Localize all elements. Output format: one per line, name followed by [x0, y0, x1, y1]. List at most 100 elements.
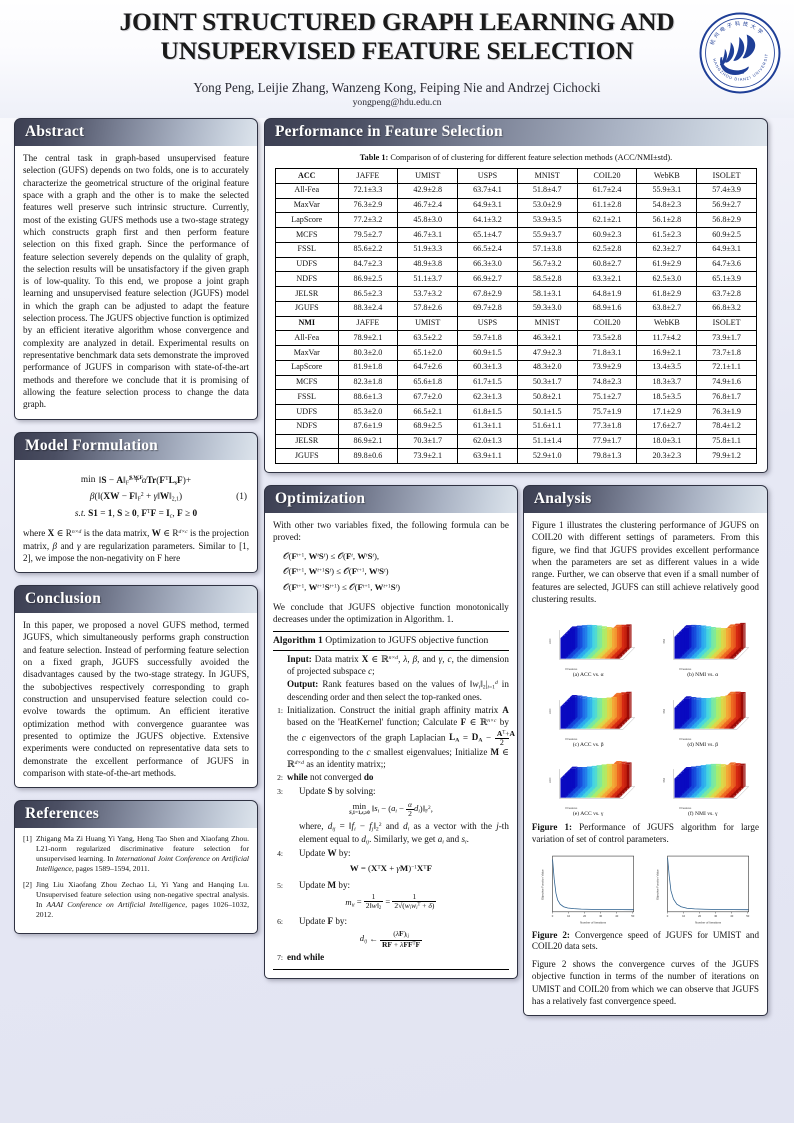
chart-z-axis-label: ACC [549, 639, 552, 645]
figure1-3d-bar-chart: # Features ACC [549, 691, 635, 741]
table-cell: 78.9±2.1 [337, 330, 399, 347]
bar-side-face [609, 697, 612, 720]
bar-top-face [682, 698, 690, 701]
figure1-3d-bar-chart: # Features NMI [663, 623, 750, 671]
abstract-block: Abstract The central task in graph-based… [14, 118, 258, 420]
bar-side-face [721, 630, 725, 652]
reference-text: Zhigang Ma Zi Huang Yi Yang, Heng Tao Sh… [36, 834, 249, 874]
bar-side-face [694, 766, 697, 789]
performance-heading: Performance in Feature Selection [264, 118, 768, 146]
table-cell: 65.1±3.9 [696, 271, 757, 288]
bar-side-face [728, 765, 732, 789]
algorithm-output-label: Output: [287, 679, 319, 690]
svg-text:40: 40 [615, 913, 618, 917]
table-cell: 57.8±2.6 [397, 300, 459, 317]
table-row-label: MCFS [275, 374, 339, 391]
bar-top-face [562, 633, 571, 636]
table-metric-header: ACC [275, 168, 339, 184]
bar-top-face [728, 691, 737, 694]
table-row-label: NDFS [275, 418, 339, 435]
bar-side-face [577, 628, 580, 652]
abstract-body: The central task in graph-based unsuperv… [14, 146, 258, 420]
optimization-eq-2: 𝒪(Ft+1, Wt+1St) ≤ 𝒪(Ft+1, WtSt) [283, 566, 389, 577]
bar-side-face [719, 696, 722, 720]
table-cell: 46.7±2.4 [397, 197, 459, 214]
table-row-label: UDFS [275, 256, 339, 273]
table-cell: 64.1±3.2 [457, 212, 518, 229]
table-cell: 61.8±1.5 [457, 404, 518, 420]
table-row-label: NDFS [275, 271, 339, 288]
table-cell: 51.1±3.7 [397, 271, 459, 288]
bar-side-face [614, 764, 617, 789]
table-cell: 51.6±1.1 [516, 418, 578, 435]
table-cell: 60.8±2.7 [576, 256, 638, 273]
bar-side-face [741, 766, 744, 791]
bar-side-face [582, 627, 585, 652]
table-cell: 73.9±1.7 [696, 330, 757, 347]
bar-front-face [674, 707, 680, 729]
table-cell: 63.5±2.2 [397, 330, 459, 347]
figure1-caption-text: Performance of JGUFS algorithm for large… [531, 821, 759, 844]
table-row-label: All-Fea [275, 330, 339, 347]
bar-side-face [724, 695, 727, 720]
bar-front-face [560, 706, 566, 729]
table-row-label: JGUFS [275, 300, 339, 317]
algorithm-title: Algorithm 1 Optimization to JGUFS object… [273, 635, 509, 652]
table-column-header: WebKB [636, 168, 698, 184]
table-cell: 62.5±2.8 [576, 241, 638, 258]
svg-text:30: 30 [599, 913, 602, 917]
bar-side-face [565, 704, 568, 729]
bar-side-face [689, 696, 692, 720]
bar-top-face [565, 699, 573, 702]
table-cell: 16.9±2.1 [636, 345, 698, 361]
figure1-subcaption: (c) ACC vs. β [572, 741, 604, 748]
bar-side-face [684, 630, 688, 655]
table-cell: 66.5±2.4 [457, 241, 518, 258]
table-cell: 66.9±2.7 [457, 271, 518, 288]
optimization-block: Optimization With other two variables fi… [264, 485, 518, 979]
bar-side-face [619, 625, 622, 650]
bar-side-face [587, 627, 590, 652]
bar-side-face [616, 695, 620, 722]
analysis-paragraph-2: Figure 2 shows the convergence curves of… [531, 959, 759, 1007]
svg-text:20: 20 [698, 913, 701, 917]
table-cell: 78.4±1.2 [696, 418, 757, 435]
table-cell: 88.3±2.4 [337, 300, 399, 317]
bar-side-face [738, 763, 742, 789]
table-cell: 61.3±1.1 [457, 418, 518, 435]
bar-side-face [733, 691, 737, 720]
chart-x-axis-label: # Features [680, 738, 693, 741]
table-header-row: ACC JAFFE UMIST USPS MNIST COIL20 WebKB ISOLET [275, 168, 757, 184]
column-right-group: Performance in Feature Selection Table 1… [264, 118, 780, 1123]
table-cell: 61.5±2.3 [636, 227, 698, 243]
bar-side-face [706, 628, 710, 652]
table-row: NDFS 87.6±1.9 68.9±2.5 61.3±1.1 51.6±1.1 77.3… [275, 418, 757, 435]
table-row: NDFS 86.9±2.5 51.1±3.7 66.9±2.7 58.5±2.8 63.3… [275, 271, 757, 288]
table-cell: 63.9±1.1 [457, 448, 518, 465]
figure1-subplot: # Features ACC (e) ACC vs. γ [532, 750, 645, 819]
table-row-label: FSSL [275, 389, 339, 406]
table-cell: 56.1±2.8 [636, 212, 698, 229]
table-cell: 68.9±1.6 [576, 300, 638, 317]
table-row-label: JELSR [275, 286, 339, 302]
bar-side-face [599, 765, 602, 789]
bar-top-face [728, 762, 737, 765]
bar-side-face [682, 703, 685, 727]
bar-side-face [714, 697, 717, 720]
bar-top-face [677, 774, 685, 777]
svg-text:Objective Function Value: Objective Function Value [655, 869, 659, 900]
table-cell: 62.0±1.3 [457, 433, 518, 450]
table-cell: 59.7±1.8 [457, 330, 518, 347]
bar-side-face [699, 697, 702, 720]
table-cell: 70.3±1.7 [397, 433, 459, 450]
bar-top-face [614, 625, 622, 628]
table-caption-label: Table 1: [359, 153, 389, 162]
reference-item: [2] Jing Liu Xiaofang Zhou Zechao Li, Yi… [23, 880, 249, 920]
bar-side-face [736, 626, 739, 652]
svg-text:0: 0 [667, 913, 669, 917]
bar-side-face [743, 623, 747, 650]
model-formulation-block: Model Formulation S,W,F min ‖S − A‖F2 + … [14, 431, 258, 574]
bar-side-face [696, 699, 700, 722]
bar-top-face [569, 626, 578, 629]
table-cell: 51.1±1.4 [516, 433, 578, 450]
